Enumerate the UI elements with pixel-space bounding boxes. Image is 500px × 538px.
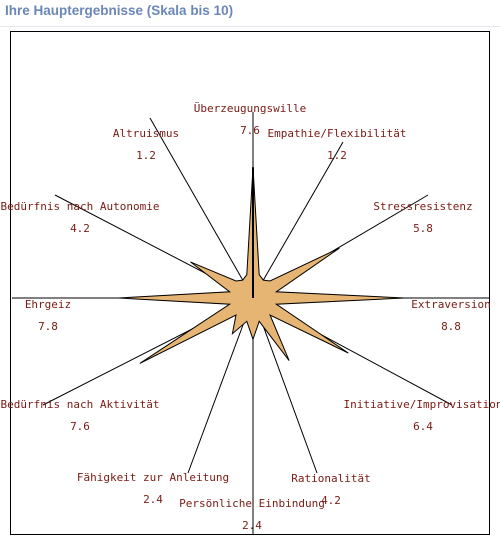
radar-category-label: Bedürfnis nach Autonomie (1, 200, 160, 213)
radar-category-label: Initiative/Improvisation (344, 398, 500, 411)
radar-category-label: Persönliche Einbindung (179, 497, 325, 510)
radar-area (118, 167, 405, 364)
chart-heading: Ihre Hauptergebnisse (Skala bis 10) (5, 3, 234, 18)
radar-labels: Überzeugungswille 7.6 Empathie/Flexibilitä… (1, 102, 500, 532)
radar-value-label: 1.2 (136, 149, 156, 162)
radar-category-label: Fähigkeit zur Anleitung (77, 471, 229, 484)
radar-value-label: 8.8 (441, 320, 461, 333)
radar-value-label: 7.6 (70, 420, 90, 433)
radar-value-label: 7.8 (38, 320, 58, 333)
radar-value-label: 4.2 (321, 494, 341, 507)
radar-value-label: 2.4 (242, 519, 262, 532)
radar-category-label: Überzeugungswille (194, 102, 307, 115)
heading-divider (0, 26, 500, 27)
radar-category-label: Ehrgeiz (25, 298, 71, 311)
radar-value-label: 2.4 (143, 493, 163, 506)
radar-value-label: 4.2 (70, 222, 90, 235)
radar-category-label: Empathie/Flexibilität (267, 127, 406, 140)
radar-category-label: Altruismus (113, 127, 179, 140)
chart-frame (10, 31, 490, 535)
radar-value-label: 6.4 (413, 420, 433, 433)
radar-category-label: Rationalität (291, 472, 370, 485)
radar-category-label: Bedürfnis nach Aktivität (1, 398, 160, 411)
radar-spoke (187, 297, 254, 474)
radar-category-label: Extraversion (411, 298, 490, 311)
radar-value-label: 5.8 (413, 222, 433, 235)
radar-spoke (149, 117, 254, 299)
radar-value-label: 1.2 (327, 149, 347, 162)
radar-category-label: Stressresistenz (373, 200, 472, 213)
radar-spoke (252, 141, 344, 299)
radar-value-label: 7.6 (240, 124, 260, 137)
